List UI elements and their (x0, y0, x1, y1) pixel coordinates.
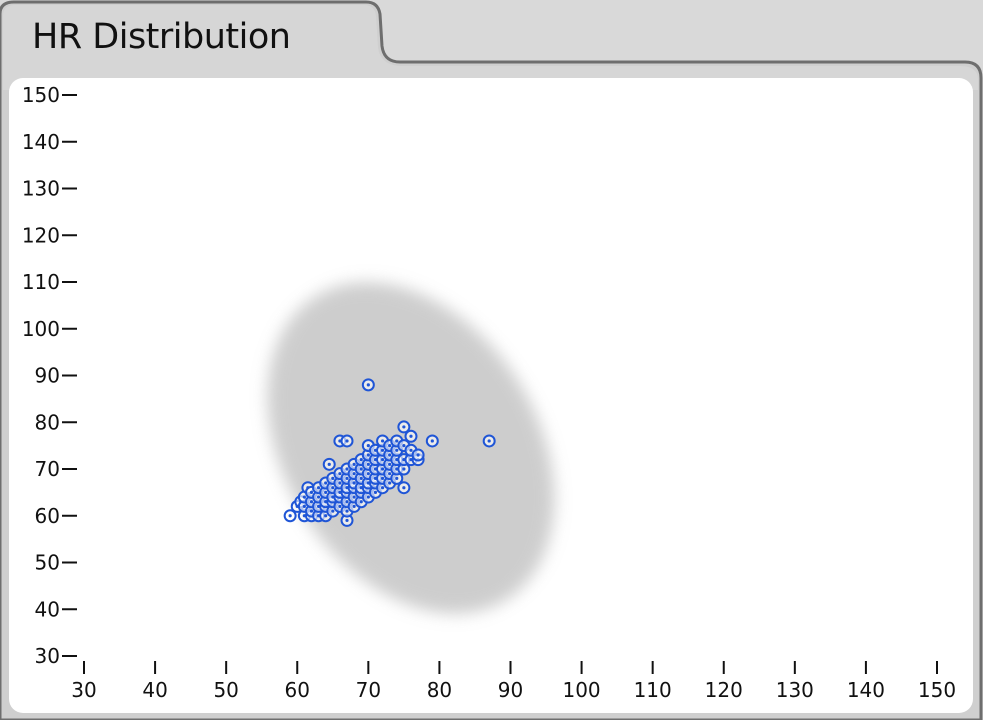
y-tick-label: 110 (22, 270, 60, 294)
x-tick-label: 110 (634, 678, 672, 702)
panel-tab[interactable] (3, 5, 978, 90)
x-tick-label: 90 (498, 678, 523, 702)
x-tick-label: 120 (705, 678, 743, 702)
data-point (376, 434, 390, 448)
y-tick-label: 140 (22, 130, 60, 154)
x-tick-label: 60 (285, 678, 310, 702)
data-point (404, 429, 418, 443)
panel-title[interactable]: HR Distribution (32, 17, 291, 57)
x-tick-label: 150 (918, 678, 956, 702)
y-tick-label: 80 (35, 410, 60, 434)
data-point (322, 457, 336, 471)
y-tick-label: 70 (35, 457, 60, 481)
x-tick-label: 50 (213, 678, 238, 702)
x-tick-label: 140 (847, 678, 885, 702)
data-point (397, 420, 411, 434)
y-tick-label: 150 (22, 83, 60, 107)
x-tick-label: 80 (427, 678, 452, 702)
y-tick-label: 120 (22, 223, 60, 247)
x-tick-label: 100 (562, 678, 600, 702)
y-tick-label: 60 (35, 504, 60, 528)
x-tick-label: 30 (71, 678, 96, 702)
data-point (397, 481, 411, 495)
data-point (340, 434, 354, 448)
data-point (361, 378, 375, 392)
data-point (411, 448, 425, 462)
x-tick-label: 70 (356, 678, 381, 702)
data-point (482, 434, 496, 448)
x-tick-label: 40 (142, 678, 167, 702)
y-tick-label: 40 (35, 597, 60, 621)
y-tick-label: 130 (22, 177, 60, 201)
y-tick-label: 100 (22, 317, 60, 341)
y-tick-label: 30 (35, 644, 60, 668)
x-tick-label: 130 (776, 678, 814, 702)
y-tick-label: 50 (35, 551, 60, 575)
y-tick-label: 90 (35, 364, 60, 388)
data-point (425, 434, 439, 448)
data-point (283, 509, 297, 523)
